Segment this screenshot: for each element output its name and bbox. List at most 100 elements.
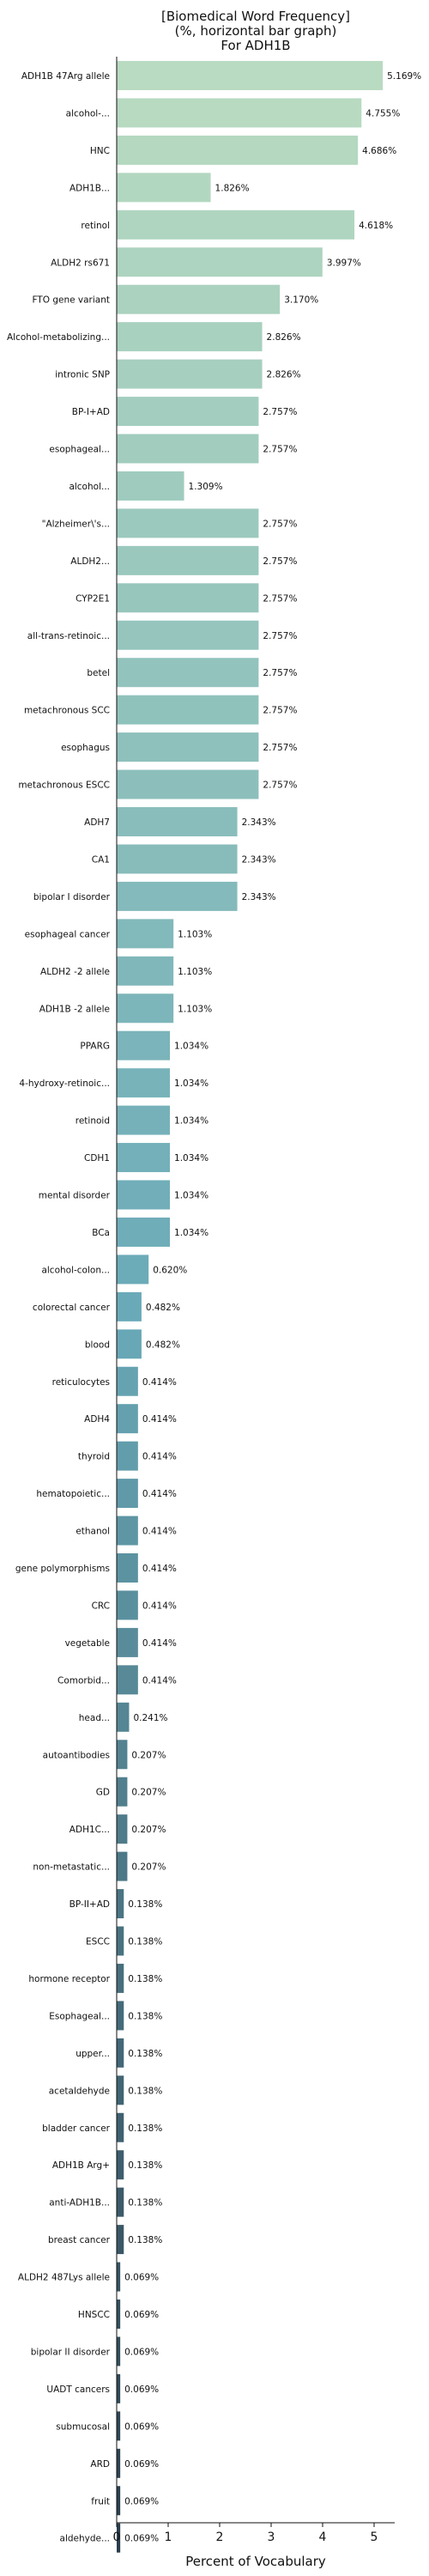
value-label: 2.826% <box>267 332 301 343</box>
value-label: 0.069% <box>124 2459 159 2470</box>
category-label: autoantibodies <box>43 1750 110 1760</box>
category-label: colorectal cancer <box>33 1303 111 1313</box>
bar <box>117 359 263 389</box>
value-label: 1.103% <box>178 1004 212 1014</box>
chart-title-line-3: For ADH1B <box>221 38 290 53</box>
category-label: ALDH2... <box>70 556 110 567</box>
category-label: esophageal cancer <box>25 929 111 939</box>
bar <box>117 135 359 165</box>
value-label: 0.138% <box>128 1899 162 1910</box>
bar <box>117 397 259 427</box>
category-label: esophageal... <box>49 445 110 455</box>
bar <box>117 1851 128 1881</box>
bar <box>117 1143 171 1173</box>
value-label: 2.757% <box>263 445 297 455</box>
bar <box>117 1366 138 1396</box>
bar <box>117 1889 124 1919</box>
value-label: 0.414% <box>142 1414 177 1425</box>
value-label: 2.757% <box>263 631 297 641</box>
category-label: mental disorder <box>39 1191 111 1201</box>
bar <box>117 2001 124 2031</box>
bar <box>117 1665 138 1695</box>
value-label: 0.138% <box>128 2011 162 2021</box>
bar <box>117 2262 121 2292</box>
value-label: 1.034% <box>174 1153 208 1163</box>
category-label: PPARG <box>80 1042 110 1052</box>
category-label: ALDH2 487Lys allele <box>18 2273 110 2283</box>
bar <box>117 695 259 725</box>
value-label: 0.138% <box>128 2160 162 2171</box>
value-label: 0.414% <box>142 1675 177 1686</box>
category-label: submucosal <box>56 2421 110 2432</box>
category-label: ADH1C... <box>69 1825 110 1835</box>
category-label: FTO gene variant <box>32 295 110 306</box>
category-label: GD <box>96 1788 110 1798</box>
value-label: 2.343% <box>242 817 276 828</box>
category-label: CYP2E1 <box>76 593 110 604</box>
bar <box>117 1404 138 1434</box>
bar <box>117 173 211 203</box>
value-label: 1.826% <box>215 183 250 193</box>
category-label: ADH7 <box>84 817 110 828</box>
category-label: aldehyde... <box>60 2534 110 2544</box>
value-label: 0.207% <box>131 1750 166 1760</box>
category-label: metachronous ESCC <box>18 781 110 791</box>
value-label: 2.757% <box>263 593 297 604</box>
bar <box>117 658 259 688</box>
bar <box>117 508 259 538</box>
category-label: alcohol... <box>69 482 110 492</box>
category-label: fruit <box>91 2496 110 2506</box>
value-label: 4.686% <box>362 146 396 156</box>
category-label: non-metastatic... <box>33 1862 110 1873</box>
category-label: retinol <box>81 221 110 231</box>
value-label: 1.103% <box>178 929 212 939</box>
bar <box>117 2112 124 2142</box>
value-label: 2.757% <box>263 781 297 791</box>
bar <box>117 1590 138 1620</box>
category-label: breast cancer <box>48 2235 111 2245</box>
category-label: Alcohol-metabolizing... <box>7 332 110 343</box>
category-label: bipolar I disorder <box>33 892 111 902</box>
value-label: 5.169% <box>387 71 421 82</box>
category-label: ADH1B 47Arg allele <box>21 71 110 82</box>
bar <box>117 98 362 128</box>
category-label: esophagus <box>61 743 110 753</box>
value-label: 0.069% <box>124 2534 159 2544</box>
chart-title-line-2: (%, horizontal bar graph) <box>175 23 337 39</box>
bar <box>117 2075 124 2105</box>
bar <box>117 1627 138 1657</box>
value-label: 4.618% <box>359 221 393 231</box>
bar <box>117 1441 138 1471</box>
bar <box>117 1740 128 1770</box>
category-label: thyroid <box>78 1452 110 1462</box>
value-label: 0.414% <box>142 1527 177 1537</box>
category-label: HNC <box>90 146 110 156</box>
category-label: ARD <box>90 2459 110 2470</box>
x-tick-label: 0 <box>113 2530 121 2544</box>
bar <box>117 1926 124 1956</box>
value-label: 0.414% <box>142 1377 177 1388</box>
value-label: 0.414% <box>142 1489 177 1499</box>
value-label: 1.103% <box>178 967 212 977</box>
bar <box>117 2336 121 2366</box>
bar <box>117 1030 171 1060</box>
category-label: ESCC <box>86 1937 110 1947</box>
value-label: 0.069% <box>124 2385 159 2395</box>
chart-title-line-1: [Biomedical Word Frequency] <box>161 9 350 24</box>
category-label: alcohol-... <box>66 108 110 118</box>
bar <box>117 2300 121 2329</box>
bar <box>117 2038 124 2068</box>
bar <box>117 61 384 90</box>
category-label: "Alzheimer\'s... <box>42 519 110 529</box>
category-label: 4-hydroxy-retinoic... <box>19 1078 110 1089</box>
bar <box>117 1702 130 1732</box>
x-tick-label: 2 <box>216 2530 224 2544</box>
bar <box>117 1963 124 1993</box>
category-label: metachronous SCC <box>24 706 110 716</box>
value-label: 1.034% <box>174 1191 208 1201</box>
bar <box>117 2448 121 2478</box>
category-label: vegetable <box>65 1638 110 1649</box>
category-label: CRC <box>92 1601 110 1611</box>
